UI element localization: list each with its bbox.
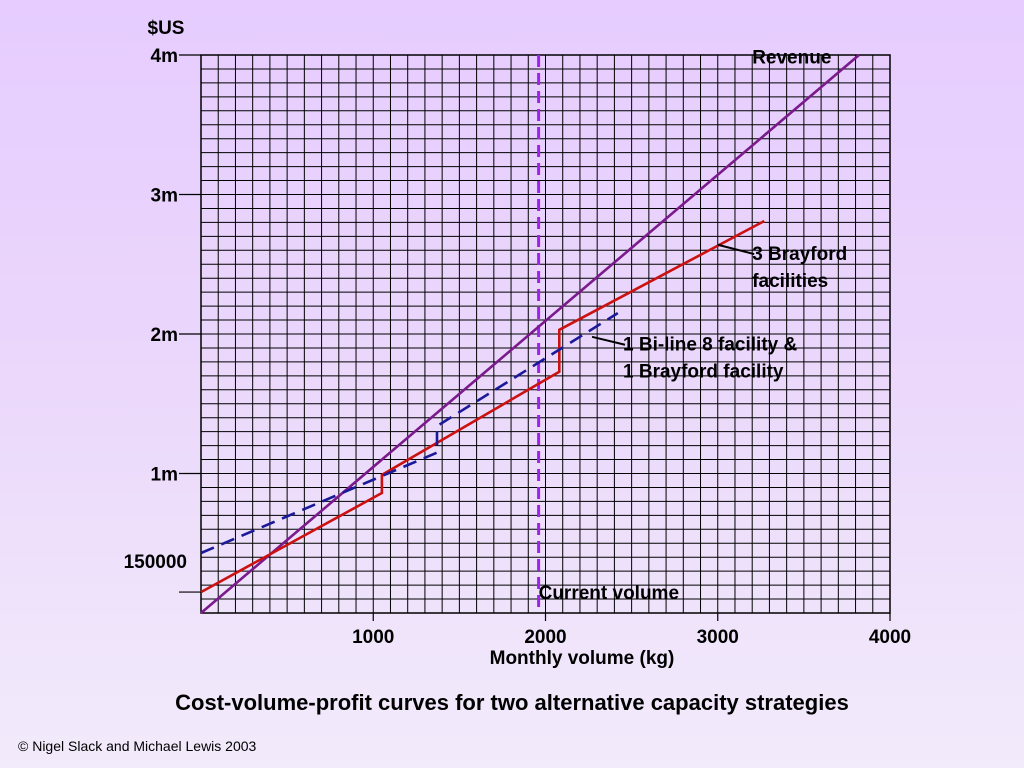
three-brayford-cost-line: [200, 219, 765, 594]
annotation-biline-text: 1 Bi-line 8 facility &: [623, 335, 797, 356]
y-axis-label: $US: [148, 18, 185, 39]
x-tick-label: 1000: [352, 627, 394, 648]
chart-grid: [200, 54, 891, 614]
x-tick-label: 2000: [524, 627, 566, 648]
y-tick-label: 3m: [151, 186, 178, 207]
chart-labels: Revenue 3 Brayford facilities 1 Bi-line 8 f…: [539, 47, 848, 604]
annotation-current-text: Current volume: [539, 583, 679, 604]
y-tick-label: 150000: [124, 552, 187, 573]
slide-caption: Cost-volume-profit curves for two altern…: [175, 690, 849, 715]
chart-axes: $US 150000 1m 2m 3m 4m 1000 2000 3000 4000 Monthly…: [124, 18, 912, 669]
chart-series: [200, 54, 860, 614]
copyright-notice: © Nigel Slack and Michael Lewis 2003: [18, 738, 257, 754]
x-axis-label: Monthly volume (kg): [490, 648, 675, 669]
annotation-brayford3-text: 3 Brayford: [752, 244, 847, 265]
y-tick-label: 1m: [151, 465, 178, 486]
y-tick-label: 4m: [151, 46, 178, 67]
annotation-revenue-text: Revenue: [752, 47, 831, 68]
annotation-brayford3-leader: [717, 243, 755, 256]
annotation-biline-text: 1 Brayford facility: [623, 362, 784, 383]
biline-brayford-cost-line: [200, 311, 619, 555]
annotation-biline-leader: [591, 335, 626, 346]
cost-volume-profit-chart: $US 150000 1m 2m 3m 4m 1000 2000 3000 4000 Monthly…: [124, 18, 912, 669]
annotation-brayford3-text: facilities: [752, 271, 828, 292]
x-tick-label: 3000: [697, 627, 739, 648]
x-tick-label: 4000: [869, 627, 911, 648]
y-tick-label: 2m: [151, 325, 178, 346]
revenue-line: [200, 54, 860, 614]
